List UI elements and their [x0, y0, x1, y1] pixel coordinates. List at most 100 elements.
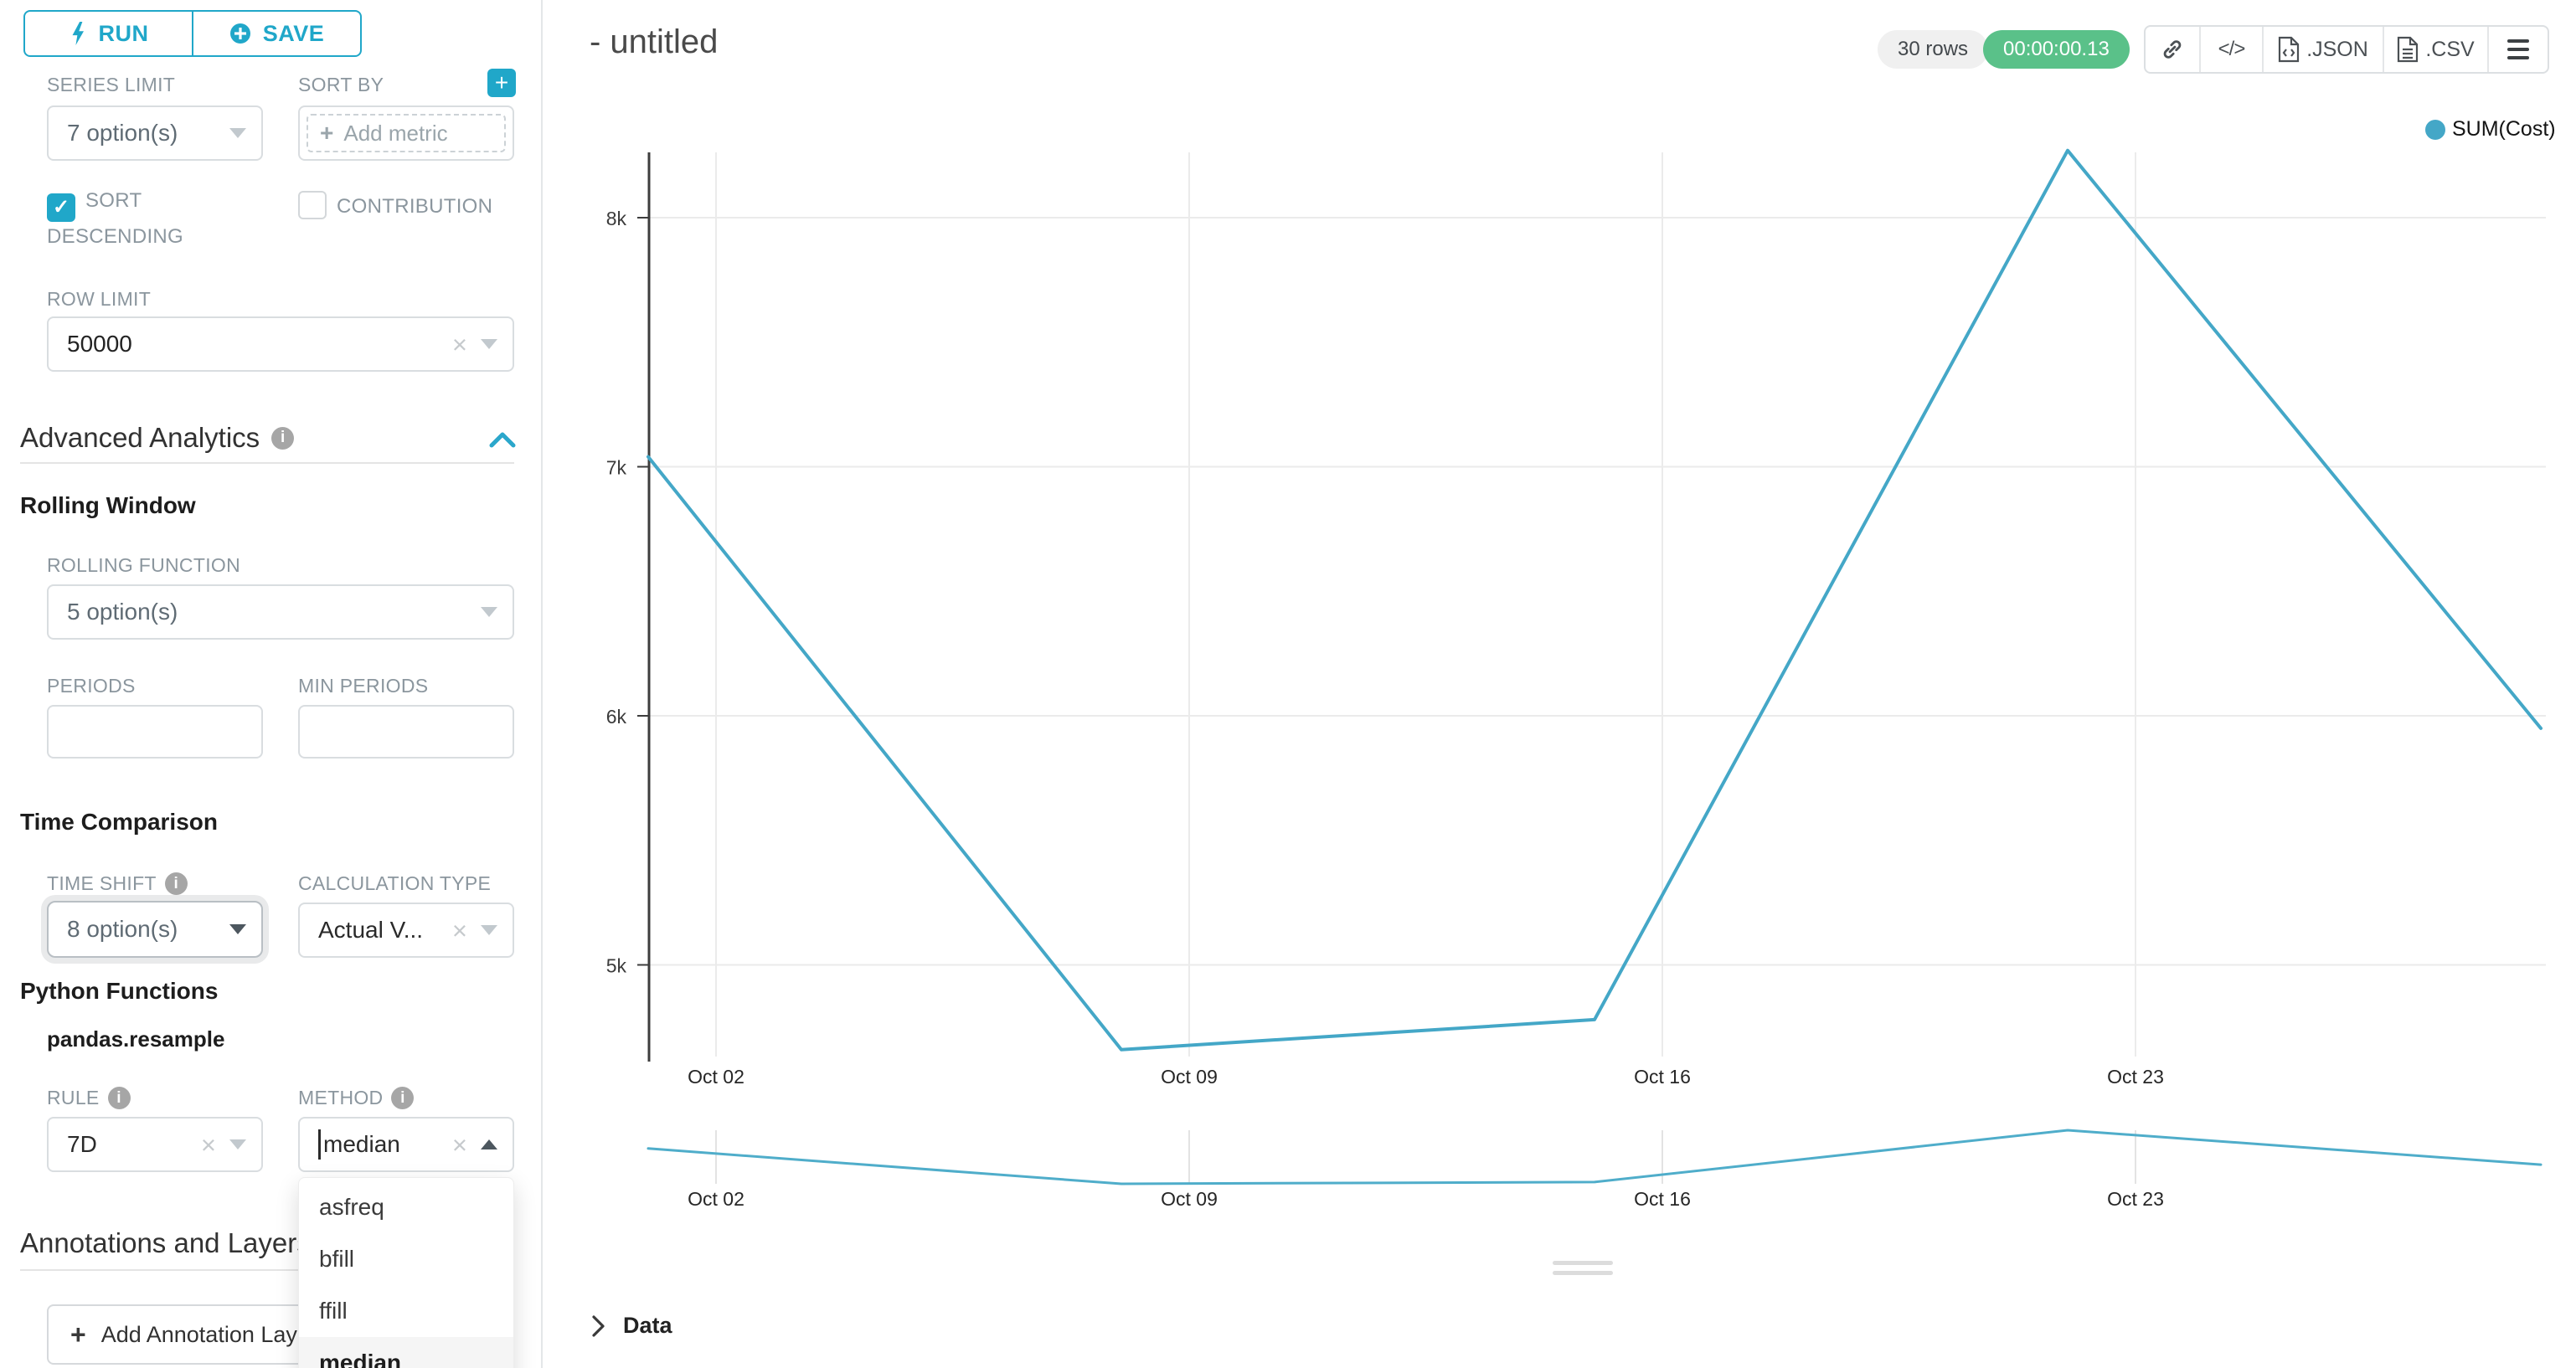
method-label-text: METHOD	[298, 1087, 384, 1108]
info-icon: i	[271, 426, 295, 450]
x-tick-label: Oct 23	[2107, 1066, 2164, 1088]
data-panel-toggle[interactable]: Data	[591, 1313, 672, 1339]
plus-icon: +	[320, 120, 334, 146]
annotations-header[interactable]: Annotations and Layers	[20, 1227, 311, 1259]
panel-resize-handle[interactable]	[1553, 1271, 1613, 1275]
chevron-down-icon	[481, 607, 497, 617]
x-tick-label: Oct 16	[1634, 1066, 1691, 1088]
info-icon: i	[107, 1087, 131, 1109]
chart-legend[interactable]: SUM(Cost)	[2425, 117, 2556, 141]
row-limit-label: ROW LIMIT	[47, 288, 152, 310]
chevron-down-icon	[229, 924, 246, 934]
info-icon: i	[164, 872, 188, 895]
y-tick-label: 6k	[606, 706, 627, 728]
menu-icon	[2507, 39, 2529, 59]
time-shift-label-text: TIME SHIFT	[47, 872, 157, 894]
export-button-group: </> .JSON .CSV	[2144, 25, 2549, 74]
time-shift-label: TIME SHIFT i	[47, 872, 188, 895]
lightning-icon	[72, 22, 84, 45]
add-metric-label: Add metric	[343, 120, 448, 146]
min-periods-input[interactable]	[298, 705, 514, 759]
calculation-type-value: Actual V...	[318, 917, 424, 943]
clear-icon[interactable]: ×	[451, 1129, 467, 1160]
menu-item-median[interactable]: median	[299, 1337, 513, 1368]
checkbox-checked-icon[interactable]: ✓	[47, 193, 75, 222]
add-metric-button[interactable]: + Add metric	[307, 114, 506, 152]
x-tick-label: Oct 02	[688, 1066, 744, 1088]
sort-descending-control[interactable]: ✓ SORT DESCENDING	[47, 186, 271, 252]
y-tick-label: 7k	[606, 457, 627, 479]
sort-by-control: + Add metric	[298, 105, 514, 161]
calculation-type-select[interactable]: Actual V... ×	[298, 903, 514, 958]
chevron-down-icon	[229, 1139, 246, 1149]
y-tick-label: 8k	[606, 208, 627, 229]
advanced-analytics-header[interactable]: Advanced Analytics i	[20, 422, 295, 454]
section-divider	[20, 462, 514, 464]
series-line	[647, 148, 2543, 1052]
rule-select[interactable]: 7D ×	[47, 1117, 263, 1172]
checkbox-empty-icon[interactable]	[298, 191, 327, 219]
panel-resize-handle[interactable]	[1553, 1261, 1613, 1265]
sort-descending-label: SORT DESCENDING	[47, 189, 184, 248]
legend-label: SUM(Cost)	[2452, 117, 2556, 141]
rolling-function-value: 5 option(s)	[67, 599, 178, 625]
series-limit-value: 7 option(s)	[67, 120, 178, 146]
clear-icon[interactable]: ×	[451, 329, 467, 359]
more-options-button[interactable]	[2487, 27, 2548, 72]
export-csv-label: .CSV	[2425, 37, 2475, 61]
method-label: METHOD i	[298, 1087, 415, 1109]
row-limit-select[interactable]: 50000 ×	[47, 316, 514, 372]
rule-label-text: RULE	[47, 1087, 100, 1108]
chart-title[interactable]: - untitled	[590, 23, 719, 60]
menu-item-asfreq[interactable]: asfreq	[319, 1194, 384, 1220]
method-select[interactable]: median ×	[298, 1117, 514, 1172]
method-dropdown-menu: asfreq bfill ffill median	[298, 1177, 514, 1368]
rule-label: RULE i	[47, 1087, 131, 1109]
contribution-control[interactable]: CONTRIBUTION	[298, 191, 492, 222]
link-icon	[2163, 40, 2182, 59]
export-csv-button[interactable]: .CSV	[2383, 27, 2487, 72]
section-divider	[20, 1269, 514, 1271]
text-cursor	[318, 1129, 321, 1160]
python-functions-title: Python Functions	[20, 978, 219, 1004]
row-limit-value: 50000	[67, 331, 132, 357]
periods-label: PERIODS	[47, 675, 136, 697]
csv-file-icon	[2398, 36, 2419, 63]
time-shift-select[interactable]: 8 option(s)	[47, 901, 263, 958]
row-count-badge: 30 rows	[1878, 30, 1989, 69]
query-timer-badge: 00:00:00.13	[1983, 30, 2130, 69]
copy-link-button[interactable]	[2146, 27, 2199, 72]
series-limit-label: SERIES LIMIT	[47, 74, 176, 95]
add-metric-plus-button[interactable]: +	[487, 69, 516, 97]
chevron-up-icon[interactable]	[489, 430, 516, 449]
plus-icon: +	[70, 1319, 86, 1350]
advanced-analytics-title: Advanced Analytics	[20, 422, 260, 453]
embed-code-button[interactable]: </>	[2199, 27, 2262, 72]
info-icon: i	[391, 1087, 415, 1109]
run-button-label: RUN	[98, 20, 149, 46]
rolling-function-select[interactable]: 5 option(s)	[47, 584, 514, 640]
control-panel-sidebar: RUN SAVE SERIES LIMIT SORT BY + 7 option…	[0, 0, 543, 1368]
time-shift-value: 8 option(s)	[67, 916, 178, 942]
save-button-label: SAVE	[262, 20, 325, 46]
chevron-down-icon	[481, 925, 497, 935]
method-value: median	[323, 1131, 400, 1157]
export-json-button[interactable]: .JSON	[2262, 27, 2383, 72]
mini-series-line	[647, 1129, 2543, 1185]
menu-item-bfill[interactable]: bfill	[319, 1246, 355, 1272]
series-limit-select[interactable]: 7 option(s)	[47, 105, 263, 161]
clear-icon[interactable]: ×	[200, 1129, 216, 1160]
periods-input[interactable]	[47, 705, 263, 759]
run-save-button-group: RUN SAVE	[23, 10, 362, 57]
mini-x-tick-label: Oct 02	[688, 1188, 744, 1210]
mini-x-tick-label: Oct 09	[1161, 1188, 1218, 1210]
menu-item-ffill[interactable]: ffill	[319, 1298, 348, 1324]
time-comparison-title: Time Comparison	[20, 809, 218, 835]
clear-icon[interactable]: ×	[451, 915, 467, 945]
chevron-right-icon	[592, 1314, 605, 1337]
save-button[interactable]: SAVE	[192, 12, 360, 55]
chevron-up-icon	[481, 1139, 497, 1149]
run-button[interactable]: RUN	[25, 12, 192, 55]
